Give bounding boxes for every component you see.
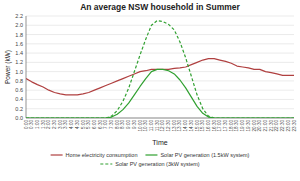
- x-tick-label: 12:30: [166, 120, 171, 132]
- y-tick-label: 1.6: [15, 41, 23, 47]
- series-line: [26, 69, 294, 118]
- y-tick-label: 1.8: [15, 32, 23, 38]
- legend-swatch: [100, 163, 112, 164]
- x-tick-label: 7:30: [109, 120, 114, 129]
- grid: [26, 16, 294, 118]
- x-tick-label: 1:00: [35, 120, 40, 129]
- x-tick-label: 10:30: [143, 120, 148, 132]
- y-tick-label: 1.0: [15, 69, 23, 75]
- grid-line: [26, 25, 294, 26]
- legend: Home electricity consumption Solar PV gen…: [51, 152, 250, 167]
- y-tick-label: 2.0: [15, 22, 23, 28]
- x-tick-label: 17:30: [223, 120, 228, 132]
- grid-line: [26, 108, 294, 109]
- legend-swatch: [145, 154, 157, 155]
- grid-line: [26, 34, 294, 35]
- y-tick-label: 1.4: [15, 50, 23, 56]
- x-tick-label: 10:00: [138, 120, 143, 132]
- legend-label: Solar PV generation (3kW system): [115, 161, 200, 167]
- legend-label: Solar PV generation (1.5kW system): [160, 152, 249, 158]
- x-tick-label: 4:30: [75, 120, 80, 129]
- x-tick-label: 15:00: [195, 120, 200, 132]
- x-tick-label: 11:00: [149, 120, 154, 132]
- legend-item: Solar PV generation (3kW system): [100, 161, 200, 167]
- x-tick-label: 9:30: [132, 120, 137, 129]
- x-tick-label: 7:00: [103, 120, 108, 129]
- x-tick-label: 0:00: [24, 120, 29, 129]
- grid-line: [26, 99, 294, 100]
- x-tick-label: 18:00: [229, 120, 234, 132]
- legend-item: Home electricity consumption: [51, 152, 138, 158]
- x-tick-label: 13:30: [177, 120, 182, 132]
- x-tick-label: 22:30: [280, 120, 285, 132]
- x-tick-label: 23:30: [292, 120, 297, 132]
- y-tick-label: 0.8: [15, 78, 23, 84]
- x-tick-label: 14:00: [183, 120, 188, 132]
- lines: [26, 21, 294, 118]
- x-tick-label: 13:00: [172, 120, 177, 132]
- y-axis-label: Power (kW): [4, 50, 12, 84]
- x-tick-label: 16:30: [212, 120, 217, 132]
- x-tick-label: 9:00: [126, 120, 131, 129]
- legend-item: Solar PV generation (1.5kW system): [145, 152, 249, 158]
- y-tick-label: 1.2: [15, 59, 23, 65]
- x-tick-label: 22:00: [274, 120, 279, 132]
- x-tick-label: 5:00: [81, 120, 86, 129]
- x-tick-label: 2:00: [46, 120, 51, 129]
- y-tick-label: 0.0: [15, 115, 23, 121]
- x-tick-label: 15:30: [200, 120, 205, 132]
- grid-line: [26, 71, 294, 72]
- x-tick-label: 20:00: [252, 120, 257, 132]
- legend-label: Home electricity consumption: [66, 152, 138, 158]
- x-tick-label: 8:00: [115, 120, 120, 129]
- x-tick-label: 12:00: [160, 120, 165, 132]
- x-tick-label: 14:30: [189, 120, 194, 132]
- x-tick-label: 21:30: [269, 120, 274, 132]
- x-tick-label: 0:30: [29, 120, 34, 129]
- x-axis-label: Time: [152, 139, 167, 146]
- x-tick-label: 11:30: [155, 120, 160, 132]
- x-tick-label: 6:00: [92, 120, 97, 129]
- title: An average NSW household in Summer: [80, 2, 240, 12]
- x-tick-label: 23:00: [286, 120, 291, 132]
- series-line: [26, 21, 294, 118]
- x-tick-label: 21:00: [263, 120, 268, 132]
- x-tick-label: 5:30: [86, 120, 91, 129]
- x-tick-label: 19:30: [246, 120, 251, 132]
- grid-line: [26, 90, 294, 91]
- chart: An average NSW household in Summer 0.0 0.2…: [0, 0, 300, 181]
- y-tick-label: 2.2: [15, 13, 23, 19]
- x-tick-label: 2:30: [52, 120, 57, 129]
- y-axis: [26, 16, 27, 118]
- x-tick-label: 4:00: [69, 120, 74, 129]
- x-tick-label: 3:30: [63, 120, 68, 129]
- x-tick-label: 1:30: [41, 120, 46, 129]
- series-line: [26, 59, 294, 95]
- grid-line: [26, 53, 294, 54]
- legend-swatch: [51, 154, 63, 155]
- x-tick-label: 20:30: [257, 120, 262, 132]
- grid-line: [26, 43, 294, 44]
- x-tick-label: 6:30: [98, 120, 103, 129]
- x-tick-label: 16:00: [206, 120, 211, 132]
- x-tick-label: 17:00: [217, 120, 222, 132]
- x-tick-label: 3:00: [58, 120, 63, 129]
- grid-line: [26, 80, 294, 81]
- x-tick-label: 18:30: [234, 120, 239, 132]
- x-tick-label: 19:00: [240, 120, 245, 132]
- y-tick-label: 0.4: [15, 96, 23, 102]
- grid-line: [26, 62, 294, 63]
- x-tick-label: 8:30: [120, 120, 125, 129]
- y-tick-label: 0.2: [15, 106, 23, 112]
- grid-line: [26, 16, 294, 17]
- y-tick-label: 0.6: [15, 87, 23, 93]
